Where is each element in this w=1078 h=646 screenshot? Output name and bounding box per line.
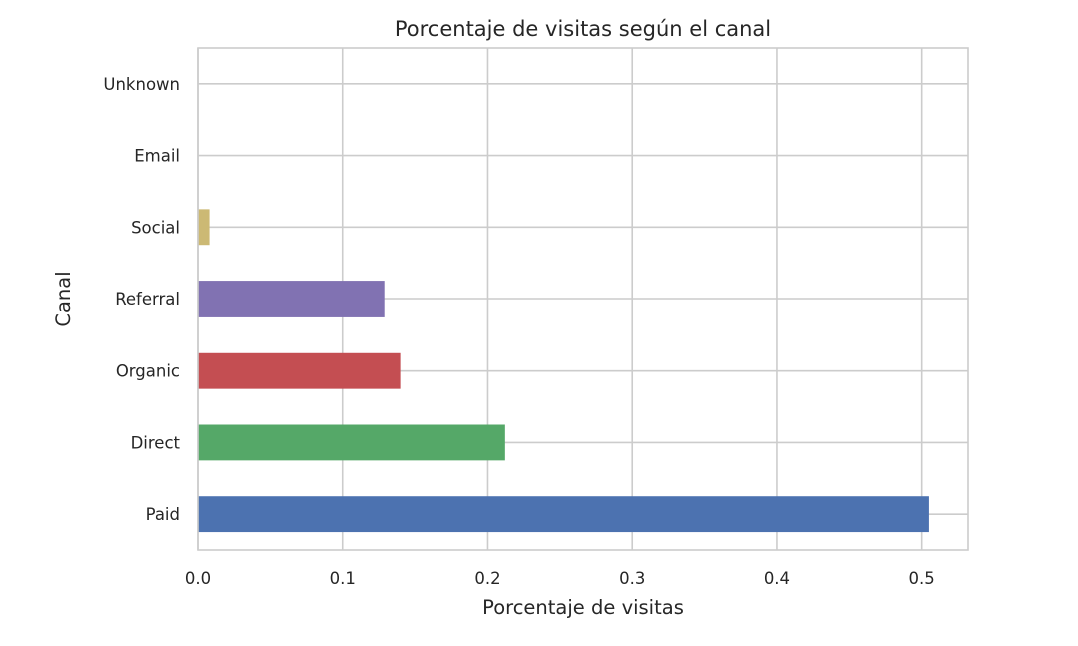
- x-tick-label: 0.0: [185, 569, 211, 588]
- y-tick-label: Organic: [116, 362, 180, 381]
- y-axis-label: Canal: [52, 271, 75, 326]
- y-tick-label: Social: [131, 218, 180, 237]
- y-tick-label: Email: [134, 147, 180, 166]
- bar-social: [198, 209, 210, 245]
- bar-direct: [198, 425, 505, 461]
- bar-paid: [198, 496, 929, 532]
- bar-organic: [198, 353, 401, 389]
- bar-referral: [198, 281, 385, 317]
- x-axis-label: Porcentaje de visitas: [482, 596, 684, 619]
- chart-title: Porcentaje de visitas según el canal: [395, 17, 771, 41]
- y-tick-label: Unknown: [103, 75, 180, 94]
- y-tick-label: Paid: [146, 505, 180, 524]
- x-tick-label: 0.5: [909, 569, 935, 588]
- x-tick-label: 0.4: [764, 569, 790, 588]
- y-tick-label: Referral: [115, 290, 180, 309]
- x-tick-label: 0.3: [619, 569, 645, 588]
- x-tick-label: 0.2: [474, 569, 500, 588]
- y-tick-label: Direct: [131, 433, 181, 452]
- x-tick-label: 0.1: [330, 569, 356, 588]
